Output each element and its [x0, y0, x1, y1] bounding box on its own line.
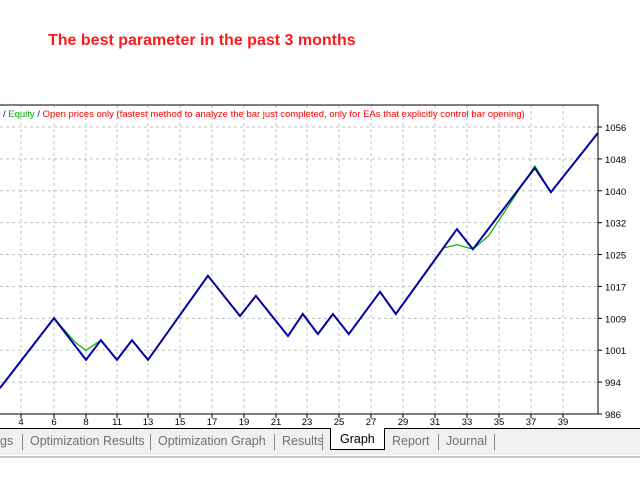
y-tick-label: 1032: [605, 219, 626, 230]
tab-graph[interactable]: Graph: [330, 428, 385, 450]
x-tick-label: 21: [271, 417, 282, 428]
tab-separator: [322, 434, 323, 450]
x-tick-label: 15: [175, 417, 186, 428]
legend-equity: Equity: [8, 109, 35, 120]
y-tick-label: 1048: [605, 155, 626, 166]
tab-optimization-results[interactable]: Optimization Results: [30, 434, 145, 448]
plot-frame: [0, 104, 599, 415]
equity-chart: 4 6 8 11 13 15 17 19 21 23 25 27 29 31 33 35 37 39 986 994 1…: [0, 104, 626, 428]
y-tick-label: 1009: [605, 314, 626, 325]
x-tick-label: 11: [112, 417, 122, 428]
x-tick-label: 8: [83, 417, 88, 428]
x-tick-label: 23: [302, 417, 313, 428]
chart-legend: / Equity / Open prices only (fastest met…: [3, 109, 525, 120]
divider: [0, 456, 640, 458]
x-tick-label: 4: [18, 417, 23, 428]
tab-separator: [22, 434, 23, 450]
x-tick-label: 35: [494, 417, 505, 428]
x-tick-label: 39: [558, 417, 569, 428]
y-tick-label: 1001: [605, 346, 626, 357]
tab-bar: gs Optimization Results Optimization Graph…: [0, 428, 640, 455]
legend-mode: Open prices only (fastest method to anal…: [43, 109, 525, 120]
y-tick-label: 1025: [605, 251, 626, 262]
tab-separator: [494, 434, 495, 450]
y-tick-label: 1017: [605, 282, 626, 293]
tab-report[interactable]: Report: [392, 434, 430, 448]
y-tick-label: 1056: [605, 123, 626, 134]
x-tick-label: 27: [366, 417, 377, 428]
y-tick-label: 994: [605, 378, 621, 389]
tab-optimization-graph[interactable]: Optimization Graph: [158, 434, 266, 448]
x-tick-label: 33: [462, 417, 473, 428]
y-tick-label: 1040: [605, 187, 626, 198]
x-tick-label: 17: [207, 417, 218, 428]
x-tick-label: 6: [51, 417, 56, 428]
tab-separator: [150, 434, 151, 450]
equity-line: [0, 132, 599, 389]
x-tick-label: 13: [143, 417, 154, 428]
page-title: The best parameter in the past 3 months: [48, 32, 356, 49]
x-tick-label: 37: [526, 417, 537, 428]
x-tick-label: 25: [334, 417, 345, 428]
x-tick-label: 19: [239, 417, 250, 428]
y-tick-label: 986: [605, 410, 621, 421]
tab-separator: [438, 434, 439, 450]
tab-gs[interactable]: gs: [0, 434, 14, 448]
tab-results[interactable]: Results: [282, 434, 324, 448]
x-tick-label: 31: [430, 417, 441, 428]
balance-line: [0, 132, 599, 389]
x-tick-label: 29: [398, 417, 409, 428]
tab-separator: [274, 434, 275, 450]
tab-journal[interactable]: Journal: [446, 434, 487, 448]
